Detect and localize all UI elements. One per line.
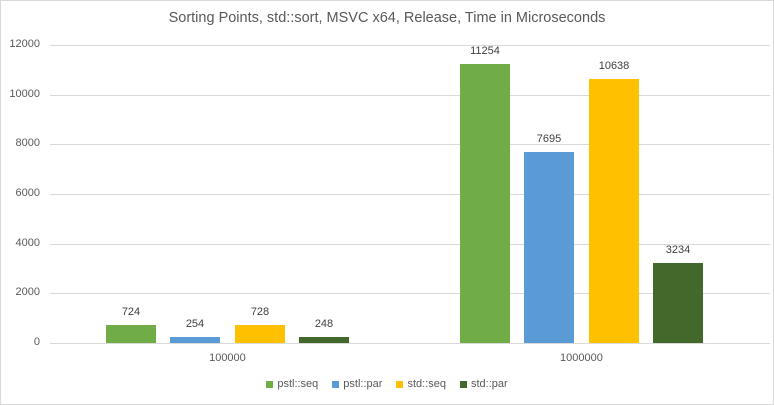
data-label: 254 bbox=[185, 318, 205, 330]
bar-std-seq-1000000[interactable] bbox=[589, 79, 639, 343]
bar-pstl-seq-100000[interactable] bbox=[106, 325, 156, 343]
data-label: 10638 bbox=[598, 60, 630, 72]
legend-item-std-par: std::par bbox=[459, 378, 508, 390]
y-tick-label: 12000 bbox=[9, 38, 40, 50]
bar-std-par-100000[interactable] bbox=[299, 337, 349, 343]
gridline bbox=[50, 194, 770, 195]
legend-item-pstl-seq: pstl::seq bbox=[266, 378, 318, 390]
x-category-label: 1000000 bbox=[560, 352, 603, 364]
gridline bbox=[50, 144, 770, 145]
bar-pstl-seq-1000000[interactable] bbox=[460, 64, 510, 343]
legend-label: pstl::par bbox=[343, 378, 383, 390]
y-tick-label: 8000 bbox=[15, 137, 40, 149]
x-category-label: 100000 bbox=[209, 352, 246, 364]
legend-swatch-icon bbox=[332, 380, 340, 388]
legend: pstl::seq pstl::par std::seq std::par bbox=[0, 378, 774, 390]
y-tick-label: 2000 bbox=[15, 286, 40, 298]
data-label: 728 bbox=[250, 306, 270, 318]
bar-pstl-par-100000[interactable] bbox=[170, 337, 220, 343]
y-tick-label: 0 bbox=[33, 336, 40, 348]
legend-swatch-icon bbox=[266, 380, 274, 388]
legend-item-pstl-par: pstl::par bbox=[332, 378, 382, 390]
legend-label: pstl::seq bbox=[277, 378, 319, 390]
data-label: 724 bbox=[121, 306, 141, 318]
bar-std-seq-100000[interactable] bbox=[235, 325, 285, 343]
data-label: 11254 bbox=[470, 45, 500, 57]
bar-pstl-par-1000000[interactable] bbox=[524, 152, 574, 343]
legend-label: std::seq bbox=[407, 378, 446, 390]
y-tick-label: 10000 bbox=[9, 88, 40, 100]
gridline bbox=[50, 343, 770, 344]
data-label: 3234 bbox=[665, 244, 691, 256]
y-tick-label: 4000 bbox=[15, 237, 40, 249]
gridline bbox=[50, 45, 770, 46]
y-tick-label: 6000 bbox=[15, 187, 40, 199]
gridline bbox=[50, 95, 770, 96]
gridline bbox=[50, 244, 770, 245]
legend-item-std-seq: std::seq bbox=[396, 378, 446, 390]
legend-swatch-icon bbox=[396, 380, 404, 388]
bar-std-par-1000000[interactable] bbox=[653, 263, 703, 343]
chart-title: Sorting Points, std::sort, MSVC x64, Rel… bbox=[168, 10, 606, 26]
data-label: 7695 bbox=[536, 133, 562, 145]
legend-swatch-icon bbox=[459, 380, 467, 388]
gridline bbox=[50, 293, 770, 294]
legend-label: std::par bbox=[470, 378, 508, 390]
data-label: 248 bbox=[314, 318, 334, 330]
